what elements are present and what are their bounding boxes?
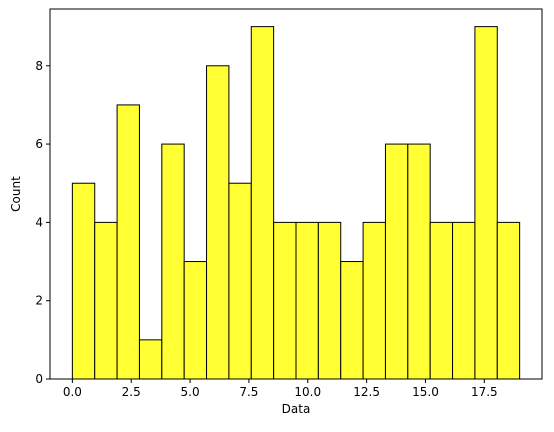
histogram-bar (496, 221, 521, 380)
x-tick-label: 17.5 (471, 385, 498, 399)
x-tick-label: 5.0 (181, 385, 200, 399)
histogram-bar (452, 221, 476, 380)
x-tick-label: 15.0 (412, 385, 439, 399)
histogram-bar (340, 261, 364, 380)
histogram-bar (71, 182, 96, 380)
histogram-bar (317, 221, 342, 380)
x-tick-label: 12.5 (353, 385, 380, 399)
histogram-bar (94, 221, 118, 380)
y-tick-label: 8 (35, 59, 43, 73)
x-axis: 0.0 2.5 5.0 7.5 10.0 12.5 15.0 17.5 (63, 379, 498, 399)
histogram-bar (474, 26, 498, 380)
y-axis: 0 2 4 6 8 (35, 59, 50, 386)
x-tick-label: 0.0 (63, 385, 82, 399)
histogram-bar (138, 339, 163, 380)
histogram-bar (384, 143, 409, 380)
histogram-bar (250, 26, 275, 380)
histogram-bar (273, 221, 297, 380)
histogram-bar (295, 221, 319, 380)
y-tick-label: 0 (35, 372, 43, 386)
histogram-bar (407, 143, 431, 380)
histogram-bar (161, 143, 185, 380)
plot-frame (49, 8, 543, 380)
histogram-bar (429, 221, 454, 380)
y-tick-label: 2 (35, 294, 43, 308)
y-axis-label: Count (9, 176, 23, 212)
histogram-bar (206, 65, 230, 380)
histogram-bar (116, 104, 140, 380)
x-axis-label: Data (282, 402, 311, 416)
histogram-bar (183, 261, 208, 380)
bars-group (71, 26, 521, 380)
histogram-bar (362, 221, 386, 380)
x-tick-label: 2.5 (122, 385, 141, 399)
x-tick-label: 7.5 (239, 385, 258, 399)
x-tick-label: 10.0 (294, 385, 321, 399)
y-tick-label: 4 (35, 215, 43, 229)
histogram-bar (228, 182, 252, 380)
y-tick-label: 6 (35, 137, 43, 151)
